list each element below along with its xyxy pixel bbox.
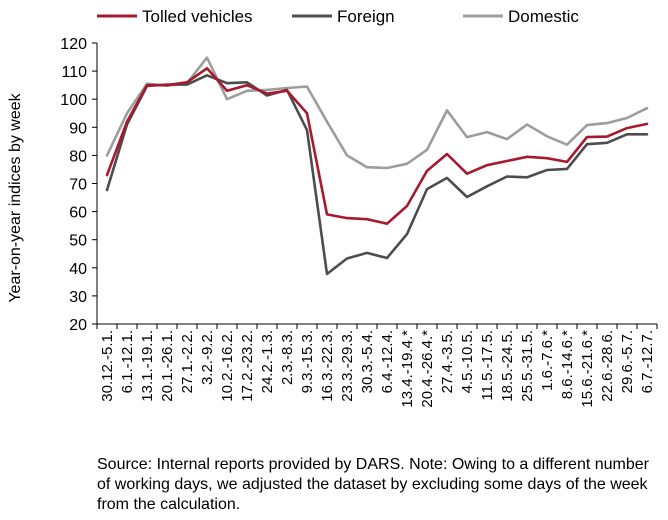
y-tick-label: 110 <box>61 64 87 81</box>
x-tick-label: 10.2.-16.2. <box>219 330 236 402</box>
x-tick-label: 4.5.-10.5. <box>459 330 476 393</box>
x-tick-label: 30.3.-5.4. <box>359 330 376 393</box>
x-tick-label: 18.5.-24.5. <box>499 330 516 402</box>
x-tick-label: 6.1.-12.1. <box>119 330 136 393</box>
legend-label: Tolled vehicles <box>142 7 253 26</box>
y-tick-label: 80 <box>69 148 87 165</box>
y-tick-label: 100 <box>60 92 87 109</box>
y-tick-label: 50 <box>69 233 87 250</box>
legend-label: Foreign <box>337 7 395 26</box>
series-line-domestic <box>105 56 649 170</box>
y-tick-label: 30 <box>69 289 87 306</box>
x-tick-label: 9.3.-15.3. <box>299 330 316 393</box>
x-tick-label: 27.4.-3.5. <box>439 330 456 393</box>
x-tick-label: 3.2.-9.2. <box>199 330 216 385</box>
x-tick-label: 27.1.-2.2. <box>179 330 196 393</box>
x-tick-label: 17.2.-23.2. <box>239 330 256 402</box>
series-lines <box>105 56 649 276</box>
x-tick-label: 16.3.-22.3. <box>319 330 336 402</box>
y-tick-label: 20 <box>69 317 87 334</box>
series-line-foreign <box>105 74 649 276</box>
series-line-tolled-vehicles <box>105 67 649 225</box>
x-tick-label: 15.6.-21.6.* <box>579 330 596 408</box>
x-tick-label: 22.6.-28.6. <box>599 330 616 402</box>
x-tick-label: 20.4.-26.4.* <box>419 330 436 408</box>
x-tick-label: 2.3.-8.3. <box>279 330 296 385</box>
chart-legend: Tolled vehicles Foreign Domestic <box>97 7 579 26</box>
x-tick-label: 13.4.-19.4.* <box>399 330 416 408</box>
x-tick-label: 6.4.-12.4. <box>379 330 396 393</box>
x-tick-label: 23.3.-29.3. <box>339 330 356 402</box>
x-tick-label: 11.5.-17.5. <box>479 330 496 401</box>
x-tick-label: 20.1.-26.1. <box>159 330 176 402</box>
line-chart: Tolled vehicles Foreign Domestic Year-on-y… <box>7 7 658 408</box>
y-axis-label: Year-on-year indices by week <box>7 92 24 302</box>
x-tick-label: 1.6.-7.6.* <box>539 330 556 391</box>
x-tick-label: 24.2.-1.3. <box>259 330 276 393</box>
y-tick-label: 70 <box>69 177 87 194</box>
x-tick-label: 8.6.-14.6.* <box>559 330 576 399</box>
x-tick-label: 25.5.-31.5. <box>519 330 536 402</box>
x-tick-label: 29.6.-5.7. <box>619 330 636 393</box>
y-tick-label: 60 <box>69 205 87 222</box>
x-tick-label: 13.1.-19.1. <box>139 330 156 402</box>
y-tick-label: 120 <box>60 36 87 53</box>
x-tick-label: 30.12.-5.1. <box>99 330 116 402</box>
legend-label: Domestic <box>508 7 579 26</box>
x-tick-label: 6.7.-12.7. <box>639 330 656 393</box>
source-note: Source: Internal reports provided by DAR… <box>97 456 649 513</box>
y-tick-label: 90 <box>69 120 87 137</box>
y-tick-label: 40 <box>69 261 87 278</box>
x-axis: 30.12.-5.1. 6.1.-12.1. 13.1.-19.1. 20.1.-26… <box>96 323 658 408</box>
y-axis: 20 30 40 50 60 70 80 90 100 110 120 <box>60 36 98 334</box>
